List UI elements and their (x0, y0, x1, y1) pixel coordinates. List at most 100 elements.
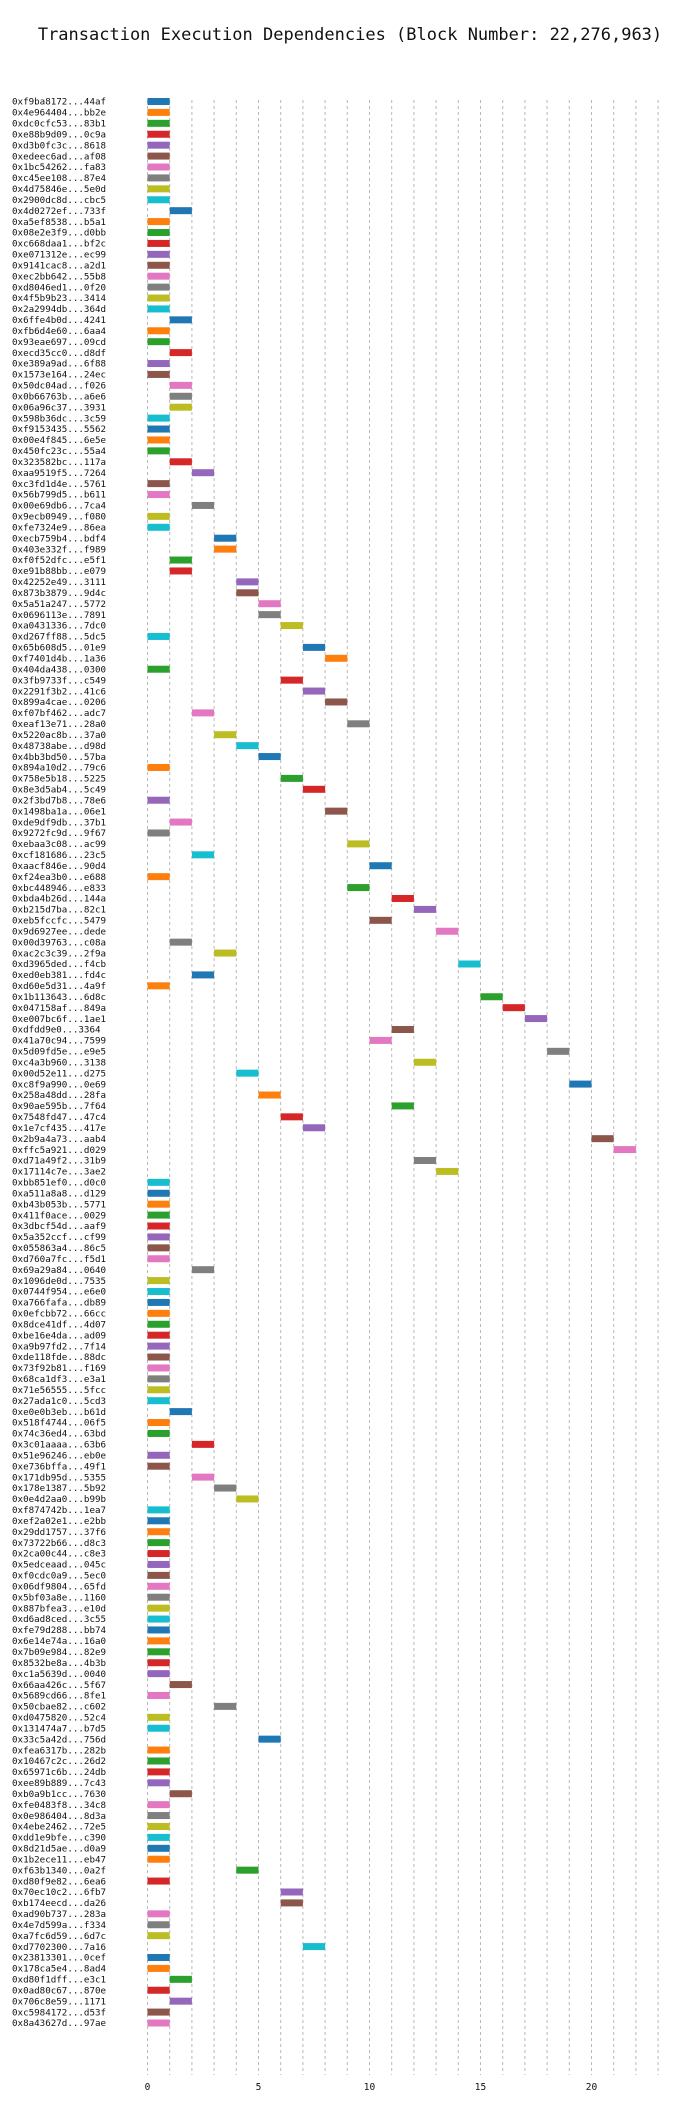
transaction-bar (169, 403, 192, 411)
transaction-bar (147, 360, 170, 368)
y-tick-label: 0xecb759b4...bdf4 (12, 533, 107, 544)
y-tick-label: 0x411f0ace...0029 (12, 1210, 106, 1221)
transaction-bar (280, 1899, 303, 1907)
transaction-bar (569, 1080, 592, 1088)
transaction-bar (147, 2019, 170, 2027)
transaction-bar (258, 611, 281, 619)
transaction-bar (302, 785, 326, 793)
y-tick-label: 0x8d21d5ae...d0a9 (12, 1844, 106, 1855)
transaction-bar (147, 1386, 170, 1394)
transaction-bar (147, 1353, 170, 1361)
y-tick-label: 0xb0a9b1cc...7630 (12, 1789, 106, 1800)
y-tick-label: 0xa0431336...7dc0 (12, 621, 106, 632)
transaction-bar (147, 2008, 170, 2016)
transaction-bar (147, 1648, 170, 1656)
y-tick-label: 0xad90b737...283a (12, 1909, 106, 1920)
transaction-bar (147, 1812, 170, 1820)
transaction-bar (191, 1266, 215, 1274)
transaction-bar (147, 1288, 170, 1296)
transaction-bar (147, 829, 170, 837)
y-tick-label: 0x50cbae82...c602 (12, 1702, 106, 1713)
transaction-bar (258, 1735, 281, 1743)
y-tick-label: 0x403e332f...f989 (12, 544, 106, 555)
y-tick-label: 0x4e7d599a...f334 (12, 1920, 107, 1931)
transaction-bar (502, 1004, 525, 1012)
y-tick-label: 0xd0475820...52c4 (12, 1713, 107, 1724)
y-tick-label: 0x1096de0d...7535 (12, 1276, 106, 1287)
y-tick-label: 0x450fc23c...55a4 (12, 446, 107, 457)
y-tick-label: 0xf0f52dfc...e5f1 (12, 555, 106, 566)
y-tick-label: 0x42252e49...3111 (12, 577, 106, 588)
transaction-bar (214, 545, 237, 553)
transaction-bar (147, 1298, 170, 1306)
y-tick-label: 0x56b799d5...b611 (12, 490, 106, 501)
transaction-bar (169, 381, 192, 389)
transaction-bar (147, 370, 170, 378)
transaction-bar (147, 1604, 170, 1612)
y-tick-label: 0xe071312e...ec99 (12, 250, 106, 261)
y-tick-label: 0x70ec10c2...6fb7 (12, 1887, 106, 1898)
transaction-bar (147, 272, 170, 280)
transaction-bar (347, 840, 370, 848)
y-tick-label: 0x131474a7...b7d5 (12, 1723, 106, 1734)
y-tick-label: 0x3dbcf54d...aaf9 (12, 1221, 106, 1232)
y-tick-label: 0x0efcbb72...66cc (12, 1309, 106, 1320)
y-tick-label: 0xc3fd1d4e...5761 (12, 479, 106, 490)
transaction-bar (280, 622, 303, 630)
transaction-bar (147, 130, 170, 138)
y-tick-label: 0xc5984172...d53f (12, 2007, 106, 2018)
y-tick-label: 0x10467c2c...26d2 (12, 1756, 106, 1767)
y-tick-label: 0xfe0483f8...34c8 (12, 1800, 106, 1811)
y-tick-label: 0x178e1387...5b92 (12, 1483, 106, 1494)
y-tick-label: 0xd8046ed1...0f20 (12, 282, 106, 293)
y-tick-label: 0x2a2994db...364d (12, 304, 106, 315)
y-tick-label: 0xa5ef8538...b5a1 (12, 217, 106, 228)
y-tick-label: 0xf63b1340...0a2f (12, 1865, 106, 1876)
transaction-bar (413, 1157, 437, 1165)
y-tick-label: 0x758e5b18...5225 (12, 774, 106, 785)
y-tick-label: 0xe389a9ad...6f88 (12, 359, 106, 370)
y-tick-label: 0x706c8e59...1171 (12, 1996, 106, 2007)
y-tick-label: 0xc45ee108...87e4 (12, 173, 107, 184)
transaction-bar (302, 687, 326, 695)
transaction-bar (147, 665, 170, 673)
y-tick-label: 0xb43b053b...5771 (12, 1199, 106, 1210)
y-tick-label: 0xf9153435...5562 (12, 424, 106, 435)
transaction-bar (147, 185, 170, 193)
x-tick-labels: 0 5 10 15 20 (145, 2082, 598, 2093)
transaction-bar (613, 1146, 636, 1154)
y-tick-label: 0xe91b88bb...e079 (12, 566, 106, 577)
y-tick-label: 0x33c5a42d...756d (12, 1734, 106, 1745)
transaction-bar (147, 1528, 170, 1536)
transaction-bar (236, 1866, 259, 1874)
transaction-bar (147, 174, 170, 182)
transaction-bar (524, 1015, 548, 1023)
y-tick-label: 0xd267ff88...5dc5 (12, 632, 106, 643)
y-tick-label: 0x08e2e3f9...d0bb (12, 228, 106, 239)
y-tick-label: 0x65971c6b...24db (12, 1767, 106, 1778)
y-tick-label: 0x93eae697...09cd (12, 337, 106, 348)
transaction-bar (302, 643, 326, 651)
transaction-bar (369, 1036, 392, 1044)
y-tick-label: 0x1bc54262...fa83 (12, 162, 106, 173)
y-tick-label: 0xd6ad8ced...3c55 (12, 1614, 106, 1625)
y-tick-label: 0xf0cdc0a9...5ec0 (12, 1571, 106, 1582)
y-tick-label: 0xaacf846e...90d4 (12, 861, 107, 872)
y-tick-label: 0xfe79d288...bb74 (12, 1625, 107, 1636)
y-tick-label: 0x00d39763...c08a (12, 937, 106, 948)
transaction-bar (325, 698, 348, 706)
y-tick-label: 0x1b2ece11...eb47 (12, 1854, 106, 1865)
transaction-bar (147, 1342, 170, 1350)
y-tick-label: 0xb215d7ba...82c1 (12, 905, 106, 916)
transaction-bar (147, 1637, 170, 1645)
transaction-bar (147, 1921, 170, 1929)
transaction-bar (169, 1997, 192, 2005)
transaction-bar (347, 720, 370, 728)
y-tick-label: 0x5a352ccf...cf99 (12, 1232, 106, 1243)
x-tick-label: 5 (256, 2082, 262, 2093)
y-tick-label: 0x518f4744...06f5 (12, 1418, 106, 1429)
y-tick-label: 0x894a10d2...79c6 (12, 763, 106, 774)
y-tick-label: 0x3c01aaaa...63b6 (12, 1440, 106, 1451)
y-tick-label: 0x2291f3b2...41c6 (12, 686, 106, 697)
transaction-bar (147, 1364, 170, 1372)
